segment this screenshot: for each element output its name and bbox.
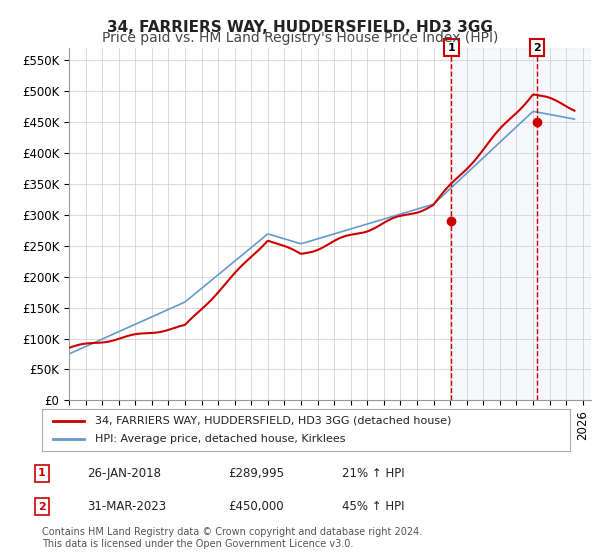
Text: 31-MAR-2023: 31-MAR-2023 (87, 500, 166, 514)
Bar (537, 48, 591, 400)
Text: 45% ↑ HPI: 45% ↑ HPI (342, 500, 404, 514)
Text: HPI: Average price, detached house, Kirklees: HPI: Average price, detached house, Kirk… (95, 434, 346, 444)
Text: Contains HM Land Registry data © Crown copyright and database right 2024.
This d: Contains HM Land Registry data © Crown c… (42, 527, 422, 549)
Text: 34, FARRIERS WAY, HUDDERSFIELD, HD3 3GG: 34, FARRIERS WAY, HUDDERSFIELD, HD3 3GG (107, 20, 493, 35)
Text: 1: 1 (38, 468, 46, 478)
Text: 1: 1 (448, 43, 455, 53)
Text: 26-JAN-2018: 26-JAN-2018 (87, 466, 161, 480)
Bar (451, 48, 537, 400)
Text: 34, FARRIERS WAY, HUDDERSFIELD, HD3 3GG (detached house): 34, FARRIERS WAY, HUDDERSFIELD, HD3 3GG … (95, 416, 451, 426)
Text: £289,995: £289,995 (228, 466, 284, 480)
Text: Price paid vs. HM Land Registry's House Price Index (HPI): Price paid vs. HM Land Registry's House … (102, 31, 498, 45)
Text: 2: 2 (38, 502, 46, 512)
Text: £450,000: £450,000 (228, 500, 284, 514)
Text: 2: 2 (533, 43, 541, 53)
Text: 21% ↑ HPI: 21% ↑ HPI (342, 466, 404, 480)
